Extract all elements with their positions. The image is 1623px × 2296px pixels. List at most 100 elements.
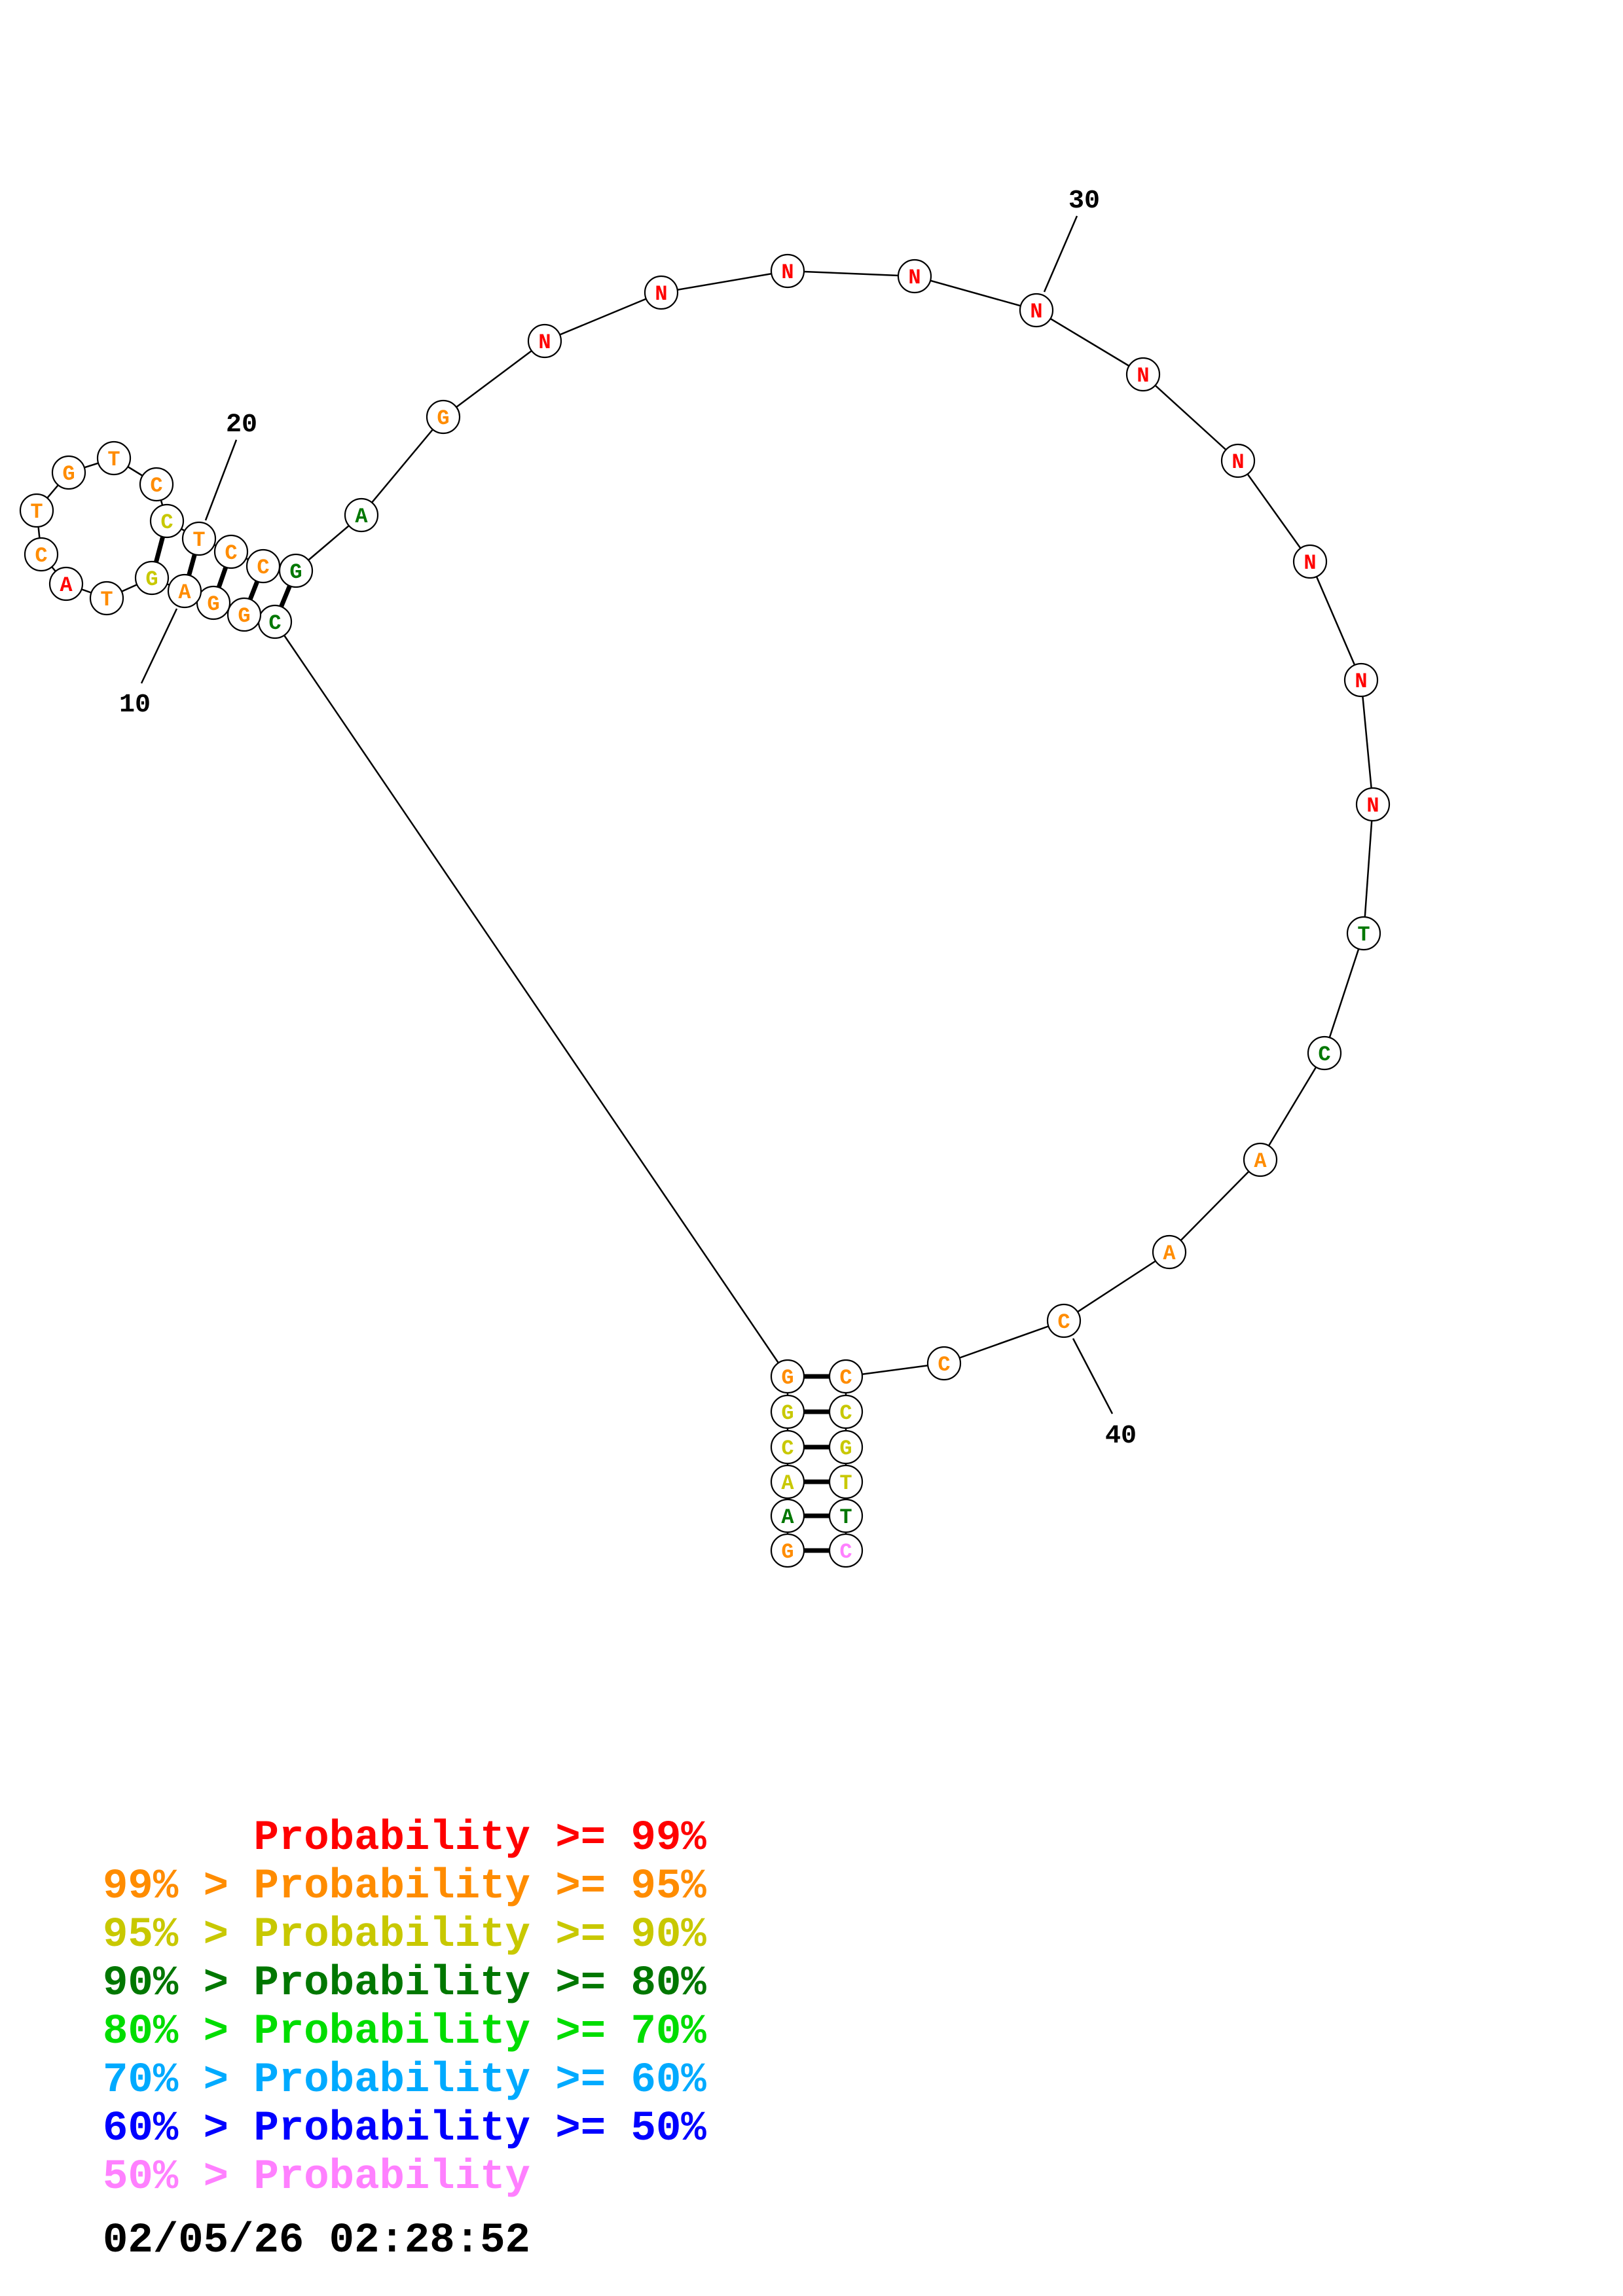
backbone-segment bbox=[1142, 374, 1239, 461]
nucleotide-letter: G bbox=[839, 1437, 852, 1461]
position-label: 10 bbox=[119, 691, 151, 720]
nucleotide-circle bbox=[770, 253, 805, 289]
nucleotide: N bbox=[1019, 293, 1054, 328]
nucleotide-circle bbox=[1125, 357, 1161, 392]
backbone-segment bbox=[274, 621, 789, 1377]
nucleotide: C bbox=[139, 467, 174, 502]
nucleotide-circle bbox=[1346, 916, 1381, 951]
nucleotide-letter: A bbox=[355, 505, 368, 529]
legend-item: 90% > Probability >= 80% bbox=[103, 1960, 706, 2007]
nucleotide-circle bbox=[213, 534, 249, 569]
nucleotide: A bbox=[770, 1498, 805, 1534]
position-label: 20 bbox=[226, 410, 257, 440]
nucleotide-circle bbox=[1343, 662, 1379, 698]
nucleotide-circle bbox=[828, 1429, 864, 1465]
position-label-line bbox=[1072, 1338, 1114, 1414]
nucleotide-letter: G bbox=[289, 560, 302, 584]
nucleotide: A bbox=[1243, 1142, 1278, 1177]
position-label-line bbox=[140, 608, 178, 684]
nucleotide-letter: C bbox=[1318, 1043, 1330, 1067]
nucleotide: N bbox=[527, 323, 562, 359]
nucleotide-circle bbox=[926, 1346, 962, 1381]
nucleotide-circle bbox=[897, 259, 932, 294]
nucleotide-circle bbox=[227, 597, 262, 632]
backbone-segment bbox=[1360, 679, 1374, 805]
nucleotide-circle bbox=[1355, 787, 1391, 822]
backbone-segment bbox=[1259, 1052, 1326, 1160]
backbone-segment bbox=[1309, 561, 1362, 681]
nucleotide-circle bbox=[426, 399, 461, 435]
nucleotide-letter: C bbox=[160, 511, 173, 535]
nucleotide: C bbox=[257, 604, 293, 639]
nucleotide-circle bbox=[770, 1394, 805, 1429]
nucleotide-letter: C bbox=[1057, 1310, 1070, 1335]
nucleotide-circle bbox=[770, 1359, 805, 1394]
backbone-segment bbox=[943, 1319, 1065, 1365]
backbone-segment bbox=[1237, 460, 1311, 562]
nucleotide-circle bbox=[770, 1498, 805, 1534]
nucleotide-letter: T bbox=[30, 500, 43, 524]
nucleotide-circle bbox=[149, 503, 185, 539]
nucleotide: G bbox=[770, 1359, 805, 1394]
legend-item: 80% > Probability >= 70% bbox=[103, 2009, 706, 2056]
nucleotide-circle bbox=[828, 1498, 864, 1534]
legend-item: 70% > Probability >= 60% bbox=[103, 2057, 706, 2104]
nucleotide: N bbox=[1355, 787, 1391, 822]
legend-item: 95% > Probability >= 90% bbox=[103, 1912, 706, 1959]
nucleotide: C bbox=[828, 1533, 864, 1568]
nucleotide: A bbox=[344, 497, 379, 533]
nucleotide: C bbox=[770, 1429, 805, 1465]
legend-item: 99% > Probability >= 95% bbox=[103, 1863, 706, 1910]
nucleotide-letter: A bbox=[1254, 1149, 1267, 1174]
nucleotide-letter: A bbox=[178, 581, 191, 605]
nucleotide-circle bbox=[527, 323, 562, 359]
nucleotide: G bbox=[51, 455, 86, 490]
nucleotide: T bbox=[828, 1498, 864, 1534]
nucleotide-letter: T bbox=[107, 448, 120, 472]
nucleotide-circle bbox=[1243, 1142, 1278, 1177]
nucleotide-letter: N bbox=[1304, 551, 1316, 575]
nucleotide: C bbox=[24, 537, 59, 572]
timestamp: 02/05/26 02:28:52 bbox=[103, 2217, 530, 2265]
backbone-segment bbox=[1063, 1251, 1170, 1322]
nucleotide: G bbox=[134, 560, 170, 596]
nucleotide-circle bbox=[1019, 293, 1054, 328]
position-label: 30 bbox=[1068, 187, 1100, 216]
nucleotide-letter: C bbox=[839, 1401, 852, 1426]
nucleotide-letter: G bbox=[145, 567, 158, 592]
nucleotide-letter: N bbox=[1355, 670, 1367, 694]
position-label-line bbox=[204, 439, 238, 521]
nucleotide: C bbox=[828, 1394, 864, 1429]
nucleotide-circle bbox=[134, 560, 170, 596]
nucleotide-letter: T bbox=[839, 1505, 852, 1530]
nucleotide: G bbox=[770, 1394, 805, 1429]
nucleotide-letter: G bbox=[238, 604, 250, 628]
nucleotide-circle bbox=[1292, 544, 1328, 579]
nucleotide-circle bbox=[828, 1394, 864, 1429]
nucleotide-letter: C bbox=[268, 611, 281, 636]
nucleotide-circle bbox=[828, 1359, 864, 1394]
nucleotide: A bbox=[48, 566, 84, 601]
nucleotide-circle bbox=[828, 1533, 864, 1568]
nucleotide: N bbox=[897, 259, 932, 294]
position-label: 40 bbox=[1105, 1422, 1137, 1451]
backbone-segment bbox=[361, 416, 444, 516]
nucleotide-circle bbox=[167, 573, 202, 609]
nucleotide-letter: G bbox=[781, 1540, 793, 1564]
nucleotide: C bbox=[1307, 1035, 1342, 1071]
nucleotide: C bbox=[828, 1359, 864, 1394]
nucleotide-circle bbox=[644, 275, 679, 310]
backbone-segment bbox=[544, 291, 662, 342]
nucleotide-letter: T bbox=[192, 528, 205, 552]
backbone-segment bbox=[443, 340, 545, 418]
nucleotide-letter: G bbox=[62, 462, 75, 486]
nucleotide-circle bbox=[139, 467, 174, 502]
nucleotide: N bbox=[770, 253, 805, 289]
nucleotide-letter: C bbox=[839, 1540, 852, 1564]
nucleotide-letter: C bbox=[225, 541, 237, 565]
nucleotide: A bbox=[770, 1464, 805, 1499]
nucleotide-letter: C bbox=[938, 1353, 950, 1377]
nucleotide-circle bbox=[89, 581, 124, 616]
nucleotide-letter: N bbox=[655, 282, 667, 306]
